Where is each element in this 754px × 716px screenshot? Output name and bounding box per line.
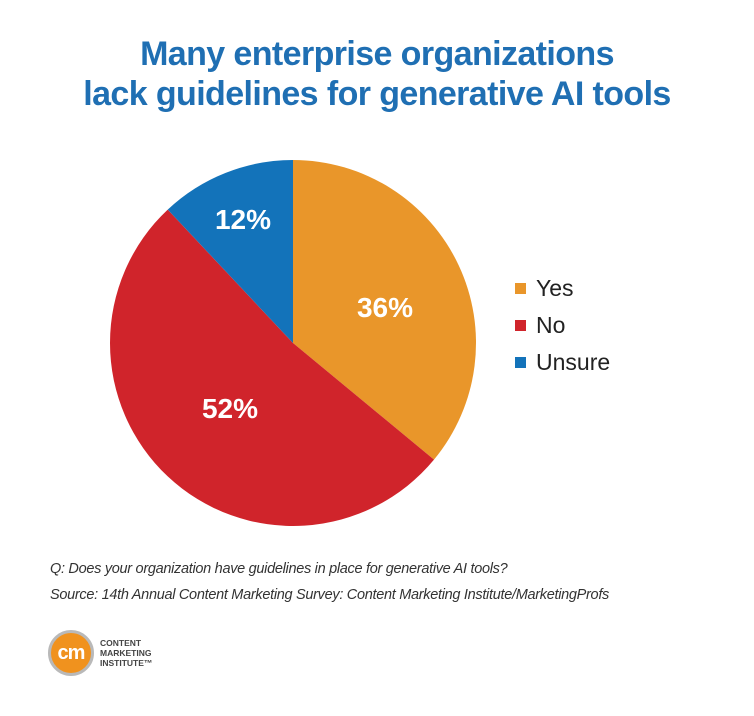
legend-item-unsure: Unsure: [515, 344, 610, 381]
legend-label-unsure: Unsure: [536, 349, 611, 375]
chart-title-line2: lack guidelines for generative AI tools: [83, 75, 671, 113]
chart-title-line1: Many enterprise organizations: [140, 35, 614, 73]
cmi-logo: cm CONTENT MARKETING INSTITUTE™: [48, 630, 152, 676]
slice-label-no: 52%: [202, 393, 258, 424]
pie-slice-unsure: [167, 160, 293, 343]
legend: Yes No Unsure: [515, 270, 610, 381]
source-note: Source: 14th Annual Content Marketing Su…: [50, 587, 610, 603]
pie-slices: [110, 160, 476, 526]
legend-item-no: No: [515, 307, 610, 344]
legend-label-yes: Yes: [536, 275, 574, 301]
cmi-logo-text: CONTENT MARKETING INSTITUTE™: [100, 638, 153, 668]
pie-slice-no: [110, 209, 435, 526]
slice-label-yes: 36%: [357, 292, 413, 323]
pie-slice-yes: [293, 160, 476, 460]
chart-title: Many enterprise organizations lack guide…: [0, 34, 754, 114]
slice-label-unsure: 12%: [215, 204, 271, 235]
legend-swatch-unsure: [515, 357, 526, 368]
cmi-logo-icon: cm: [48, 630, 94, 676]
legend-swatch-yes: [515, 283, 526, 294]
legend-item-yes: Yes: [515, 270, 610, 307]
legend-label-no: No: [536, 312, 566, 338]
survey-question: Q: Does your organization have guideline…: [50, 561, 508, 577]
legend-swatch-no: [515, 320, 526, 331]
